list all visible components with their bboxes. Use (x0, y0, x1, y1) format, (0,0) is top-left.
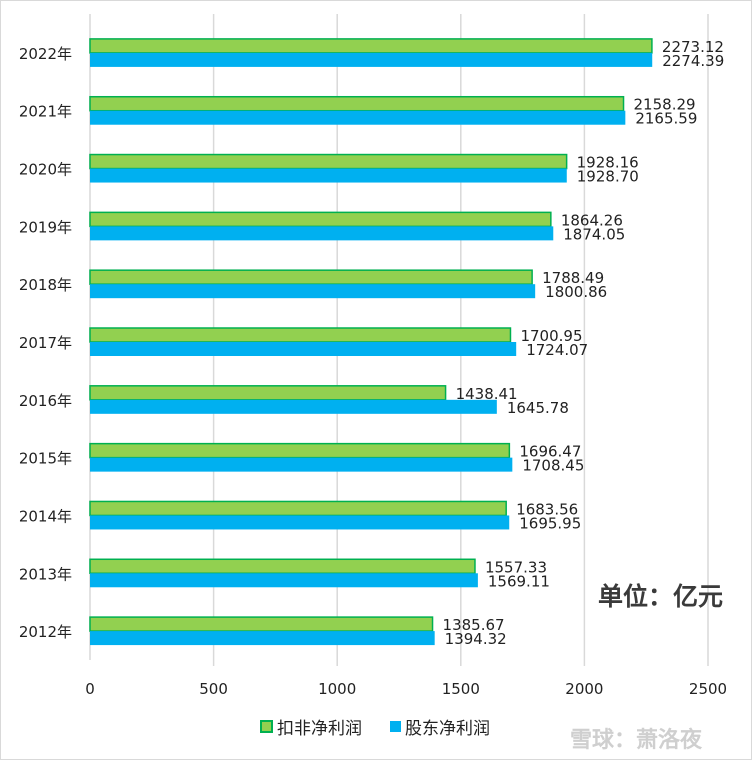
y-tick-label: 2020年 (19, 161, 72, 179)
bar-股东净利润 (90, 457, 513, 472)
bar-扣非净利润 (89, 95, 625, 112)
data-label: 1557.33 (485, 558, 547, 576)
bar-扣非净利润 (89, 269, 533, 285)
legend-swatch (260, 720, 273, 733)
unit-annotation: 单位：亿元 (598, 582, 724, 611)
data-label: 2273.12 (662, 38, 724, 56)
data-label: 1928.16 (577, 154, 639, 172)
data-label: 1708.45 (522, 457, 584, 475)
y-tick-label: 2014年 (19, 507, 72, 525)
data-label: 2165.59 (635, 110, 697, 128)
data-label: 1683.56 (516, 500, 578, 518)
y-tick-label: 2019年 (19, 218, 72, 236)
bar-扣非净利润 (89, 153, 568, 170)
x-tick-label: 1500 (442, 680, 480, 698)
x-tick-label: 0 (85, 680, 95, 698)
watermark: 雪球：萧洛夜 (570, 728, 703, 753)
data-label: 2158.29 (634, 96, 696, 114)
bar-股东净利润 (90, 52, 653, 67)
y-tick-label: 2017年 (19, 334, 72, 352)
data-label: 1695.95 (519, 514, 581, 532)
data-label: 1788.49 (542, 269, 604, 287)
data-label: 1696.47 (519, 443, 581, 461)
bar-股东净利润 (90, 342, 517, 356)
legend-label: 股东净利润 (405, 719, 490, 739)
bar-股东净利润 (90, 284, 536, 299)
bar-扣非净利润 (89, 327, 512, 343)
data-label: 1438.41 (456, 385, 518, 403)
bar-扣非净利润 (89, 616, 434, 632)
bar-扣非净利润 (89, 558, 476, 575)
bar-扣非净利润 (89, 38, 653, 54)
data-label: 1385.67 (443, 616, 505, 634)
bar-股东净利润 (90, 631, 435, 646)
y-tick-label: 2015年 (19, 450, 72, 468)
bar-股东净利润 (90, 226, 554, 241)
legend-swatch (390, 721, 401, 732)
x-tick-label: 2500 (689, 680, 727, 698)
data-label: 1874.05 (563, 225, 625, 243)
data-label: 1800.86 (545, 283, 607, 301)
bar-股东净利润 (90, 515, 510, 530)
bar-扣非净利润 (89, 442, 511, 459)
x-tick-label: 2000 (565, 680, 603, 698)
y-tick-label: 2012年 (19, 623, 72, 641)
bar-扣非净利润 (89, 211, 552, 228)
bar-扣非净利润 (89, 500, 507, 517)
y-tick-label: 2022年 (19, 45, 72, 63)
y-tick-label: 2013年 (19, 565, 72, 583)
legend-label: 扣非净利润 (277, 719, 362, 739)
data-label: 1645.78 (507, 399, 569, 417)
data-label: 1864.26 (561, 211, 623, 229)
data-label: 1724.07 (526, 341, 588, 359)
bar-股东净利润 (90, 110, 626, 125)
y-tick-label: 2021年 (19, 103, 72, 121)
x-tick-label: 500 (199, 680, 228, 698)
bar-股东净利润 (90, 399, 497, 414)
data-label: 1700.95 (520, 327, 582, 345)
data-label: 1569.11 (488, 572, 550, 590)
data-label: 2274.39 (662, 52, 724, 70)
bar-股东净利润 (90, 168, 567, 183)
y-tick-label: 2016年 (19, 392, 72, 410)
x-tick-label: 1000 (318, 680, 356, 698)
data-label: 1394.32 (445, 630, 507, 648)
y-tick-label: 2018年 (19, 276, 72, 294)
bar-股东净利润 (90, 573, 478, 588)
data-label: 1928.70 (577, 168, 639, 186)
bar-扣非净利润 (89, 385, 447, 401)
